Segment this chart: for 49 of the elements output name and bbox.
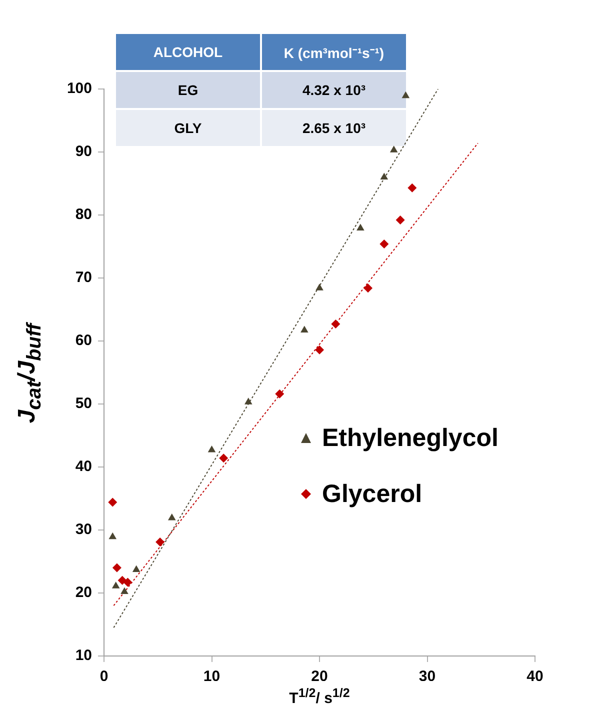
point <box>315 345 324 354</box>
y-tick-label: 90 <box>75 143 92 160</box>
x-axis-title: T$^{1/2}$/ s$^{1/2}$ <box>288 686 351 707</box>
point <box>112 563 122 572</box>
point <box>331 319 340 328</box>
x-tick-label: 20 <box>311 668 328 686</box>
point <box>123 578 132 587</box>
y-tick-label: 80 <box>75 206 92 224</box>
x-tick-label: 30 <box>418 668 436 686</box>
legend-label: Ethyleneglycol <box>322 424 498 452</box>
point <box>356 224 364 230</box>
x-tick-label: 40 <box>526 668 544 686</box>
y-tick-label: 30 <box>75 521 92 538</box>
annotation: 2.65 x 10³ <box>262 110 406 146</box>
legend-label: Glycerol <box>322 480 422 508</box>
point <box>363 284 372 293</box>
y-tick-label: 60 <box>75 332 92 350</box>
point <box>112 582 120 588</box>
point <box>168 514 176 520</box>
y-tick-label: 10 <box>75 647 92 664</box>
text: ALCOHOL <box>153 44 223 60</box>
y-tick-label: 100 <box>66 80 92 98</box>
y-tick-label: 50 <box>75 395 92 412</box>
point <box>275 389 284 398</box>
point <box>390 146 398 152</box>
y-tick-label: 40 <box>75 458 92 476</box>
point <box>380 239 389 248</box>
annotation: EG <box>116 72 260 108</box>
annotation: 4.32 x 10³ <box>262 72 406 108</box>
point <box>316 284 324 290</box>
text: K (cm³mol⁻¹s⁻¹) <box>284 44 384 60</box>
point <box>108 532 117 540</box>
y-tick-label: 70 <box>75 269 92 286</box>
annotation: GLY <box>116 110 260 146</box>
y-tick-label: 20 <box>75 584 92 602</box>
point <box>402 91 410 98</box>
point <box>132 565 140 572</box>
point <box>219 454 228 463</box>
point <box>208 445 216 452</box>
point <box>120 587 128 594</box>
point <box>300 326 308 333</box>
point <box>396 216 405 225</box>
point <box>108 498 118 507</box>
x-tick-label: 10 <box>203 668 220 686</box>
point <box>380 172 388 180</box>
point <box>408 183 417 192</box>
x-tick-label: 0 <box>100 668 108 686</box>
point <box>156 537 165 546</box>
point <box>244 398 252 404</box>
